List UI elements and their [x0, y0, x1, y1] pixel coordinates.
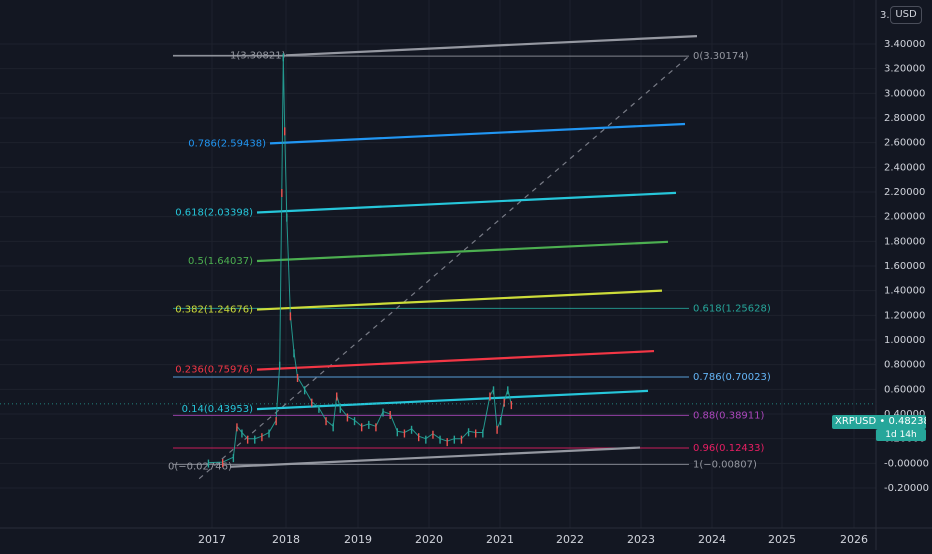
y-tick-label: 1.60000 — [884, 261, 925, 272]
y-tick-label: 3.00000 — [884, 88, 925, 99]
y-tick-label: 0.40000 — [884, 409, 925, 420]
channel-label: 0.14(0.43953) — [182, 404, 254, 415]
y-tick-label: 3.40000 — [884, 39, 925, 50]
x-tick-label: 2026 — [840, 533, 868, 546]
x-tick-label: 2021 — [486, 533, 514, 546]
y-tick-label: 2.80000 — [884, 113, 925, 124]
channel-line — [285, 35, 698, 57]
y-tick-label: 1.40000 — [884, 286, 925, 297]
y-tick-label: -0.00000 — [884, 458, 929, 469]
y-tick-label: 0.60000 — [884, 384, 925, 395]
fib-level-label: 0.618(1.25628) — [693, 303, 771, 314]
x-tick-label: 2017 — [198, 533, 226, 546]
fib-level-label: 0.88(0.38911) — [693, 410, 765, 421]
y-tick-label: 3.20000 — [884, 64, 925, 75]
trend-dashed-line — [198, 55, 690, 480]
channel-label: 0.382(1.24676) — [175, 305, 253, 316]
y-tick-label: -0.20000 — [884, 483, 929, 494]
x-tick-label: 2025 — [768, 533, 796, 546]
channel-line — [256, 349, 655, 371]
last-price-badge: XRPUSD • 0.48238 — [832, 415, 926, 429]
y-tick-label: 2.20000 — [884, 187, 925, 198]
channel-label: 0.5(1.64037) — [188, 256, 253, 267]
y-tick-label: 1.20000 — [884, 310, 925, 321]
x-tick-label: 2018 — [272, 533, 300, 546]
y-tick-label: 1.80000 — [884, 236, 925, 247]
channel-line — [256, 289, 663, 311]
x-tick-label: 2019 — [344, 533, 372, 546]
channel-label: 0.618(2.03398) — [175, 207, 253, 218]
channel-line — [256, 240, 669, 263]
y-tick-label-partial: 3. — [880, 10, 890, 21]
channel-line — [256, 389, 649, 411]
channel-line — [256, 191, 677, 214]
fib-level-label: 1(−0.00807) — [693, 459, 757, 470]
fib-level-label: 0.786(0.70023) — [693, 372, 771, 383]
channel-line — [269, 122, 686, 145]
y-tick-label: 1.00000 — [884, 335, 925, 346]
channel-line — [229, 446, 641, 468]
y-tick-label: 2.60000 — [884, 138, 925, 149]
y-tick-label: 0.80000 — [884, 360, 925, 371]
channel-label: 0.786(2.59438) — [188, 138, 266, 149]
y-tick-label: 2.40000 — [884, 162, 925, 173]
y-tick-label: 2.00000 — [884, 212, 925, 223]
x-tick-label: 2024 — [698, 533, 726, 546]
currency-button[interactable]: USD — [890, 6, 922, 24]
channel-label: 0.236(0.75976) — [175, 365, 253, 376]
price-line — [208, 56, 512, 464]
x-tick-label: 2020 — [415, 533, 443, 546]
candle-countdown: 1d 14h — [876, 429, 926, 441]
fib-level-label: 0.96(0.12433) — [693, 443, 765, 454]
x-tick-label: 2023 — [627, 533, 655, 546]
fib-level-label: 0(3.30174) — [693, 51, 749, 62]
channel-label: 0(−0.02746) — [168, 462, 232, 473]
x-tick-label: 2022 — [556, 533, 584, 546]
